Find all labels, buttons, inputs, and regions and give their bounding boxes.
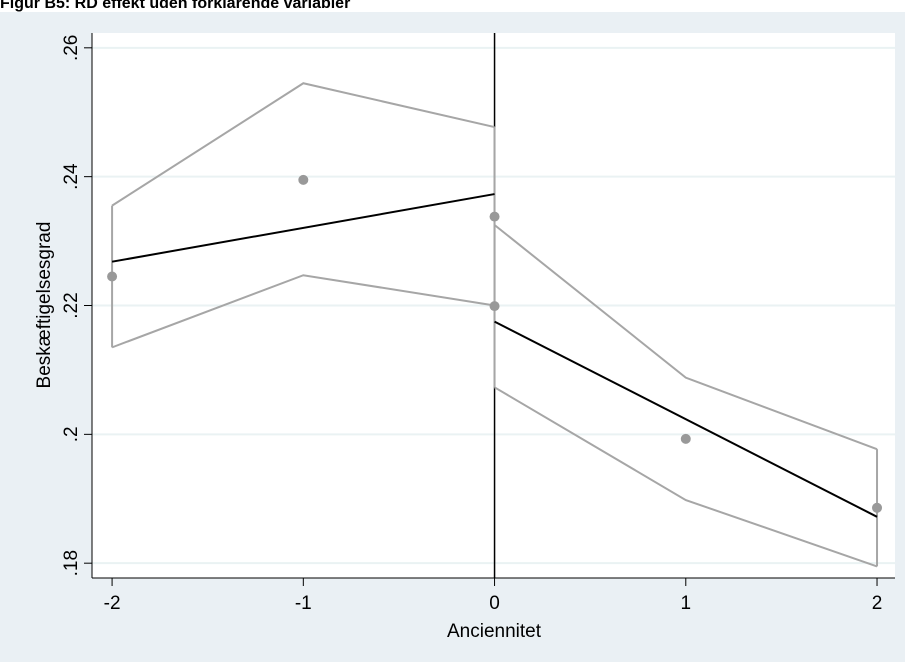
chart-title: Figur B5: RD effekt uden forklarende var… <box>0 0 350 12</box>
y-tick-label: .22 <box>61 292 82 318</box>
y-tick-label: .26 <box>61 35 82 61</box>
x-tick-label: 0 <box>489 593 500 614</box>
point <box>489 211 500 222</box>
x-tick-label: 2 <box>872 593 883 614</box>
x-tick-label: 1 <box>680 593 691 614</box>
point <box>872 502 883 513</box>
ci-lower <box>494 386 878 568</box>
point <box>489 301 500 312</box>
y-tick-label: .18 <box>61 550 82 576</box>
y-axis-title: Beskæftigelsesgrad <box>34 222 55 389</box>
ci-lower <box>111 274 495 349</box>
x-tick-label: -2 <box>104 593 121 614</box>
y-tick-label: .24 <box>61 163 82 190</box>
x-axis-title: Anciennitet <box>447 621 542 642</box>
y-tick-label: .2 <box>61 426 82 442</box>
x-tick-label: -1 <box>295 593 312 614</box>
ci-upper <box>493 224 878 451</box>
point <box>298 174 309 185</box>
fit-line <box>494 320 878 518</box>
point <box>107 271 118 282</box>
fit-line <box>111 193 495 263</box>
point <box>680 433 691 444</box>
ci-upper <box>111 82 495 207</box>
